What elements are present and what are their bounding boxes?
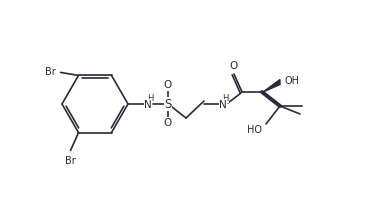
Text: O: O: [164, 118, 172, 128]
Text: O: O: [230, 61, 238, 71]
Text: N: N: [144, 100, 152, 110]
Text: OH: OH: [285, 76, 299, 86]
Text: HO: HO: [246, 125, 262, 135]
Text: N: N: [219, 100, 227, 110]
Text: H: H: [147, 94, 153, 103]
Text: H: H: [222, 94, 228, 103]
Text: O: O: [164, 80, 172, 90]
Polygon shape: [263, 79, 280, 92]
Text: Br: Br: [65, 156, 76, 166]
Text: S: S: [164, 97, 172, 111]
Text: Br: Br: [45, 67, 56, 77]
